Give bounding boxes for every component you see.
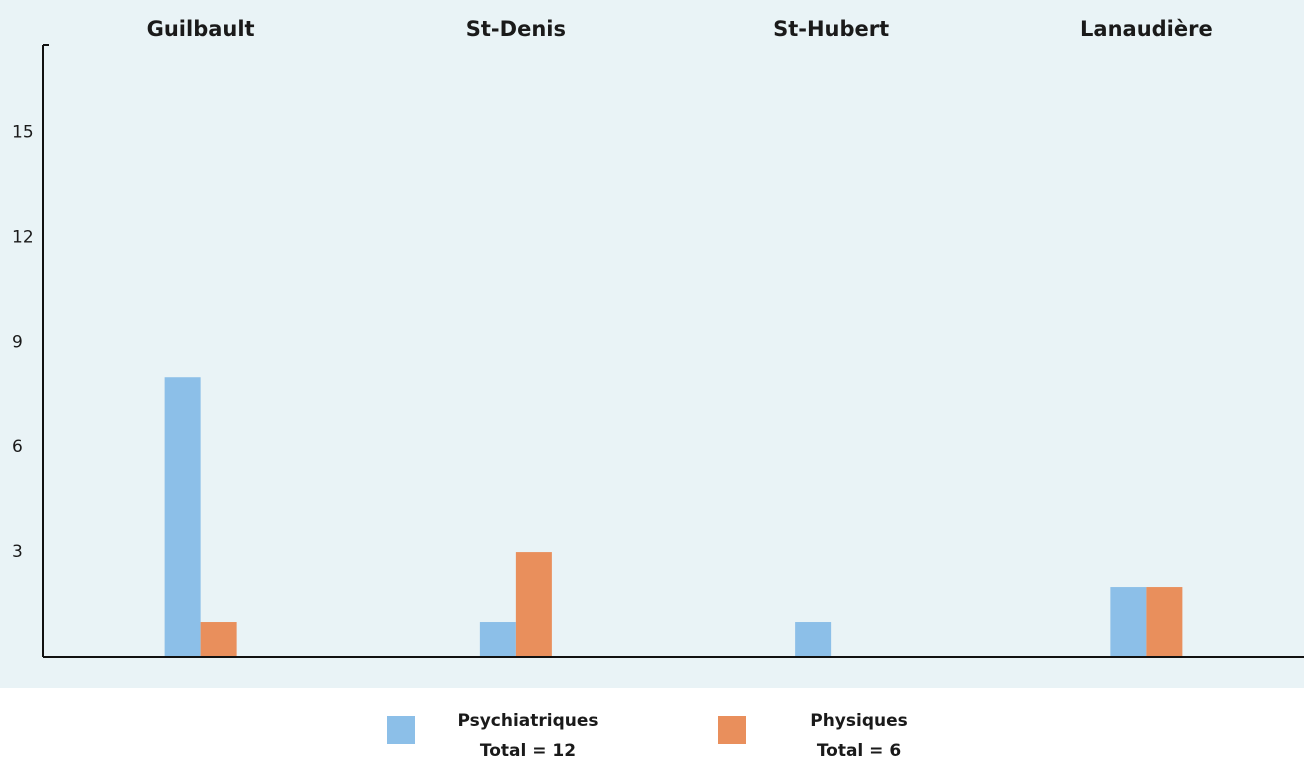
legend-label: Psychiatriques bbox=[457, 711, 598, 731]
y-tick-label: 9 bbox=[12, 332, 23, 352]
category-label: Lanaudière bbox=[1080, 17, 1213, 41]
legend-swatch bbox=[387, 716, 415, 744]
bar bbox=[479, 622, 516, 657]
category-label: St-Denis bbox=[466, 17, 566, 41]
bar bbox=[1146, 587, 1183, 657]
plot-background bbox=[0, 0, 1304, 688]
legend-total: Total = 6 bbox=[817, 741, 901, 761]
bar bbox=[164, 377, 201, 657]
bar bbox=[515, 552, 552, 657]
legend-swatch bbox=[718, 716, 746, 744]
y-tick-label: 15 bbox=[12, 122, 34, 142]
y-tick-label: 12 bbox=[12, 227, 34, 247]
category-label: Guilbault bbox=[147, 17, 255, 41]
category-label: St-Hubert bbox=[773, 17, 889, 41]
legend-total: Total = 12 bbox=[480, 741, 576, 761]
y-tick-label: 6 bbox=[12, 437, 23, 457]
bar bbox=[200, 622, 237, 657]
bar bbox=[1110, 587, 1147, 657]
bar bbox=[795, 622, 832, 657]
legend-label: Physiques bbox=[810, 711, 908, 731]
y-tick-label: 3 bbox=[12, 542, 23, 562]
